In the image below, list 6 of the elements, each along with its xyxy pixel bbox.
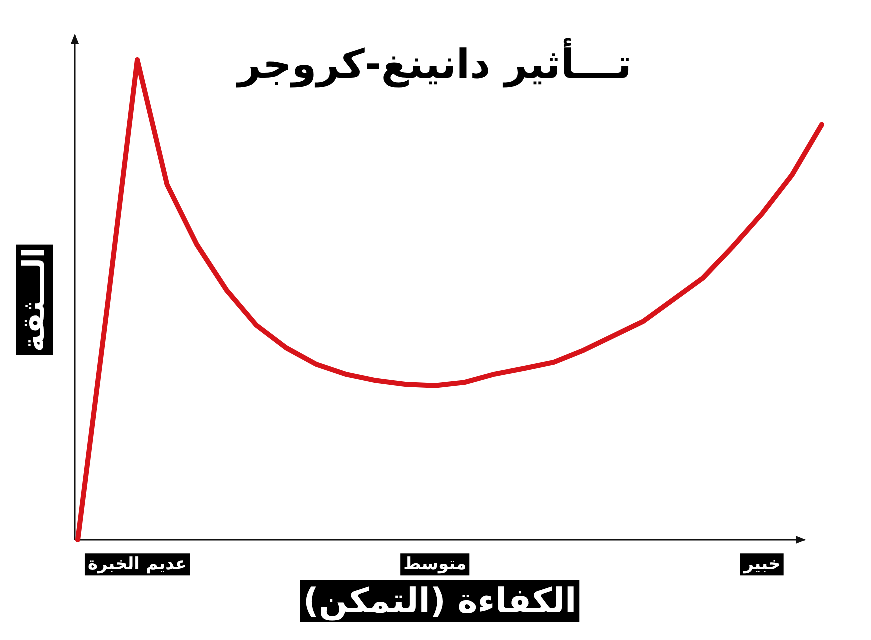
x-tick-label: متوسط [404,554,467,575]
x-axis-title: الكفاءة (التمكن) [303,581,577,622]
y-axis-title: الـــثقة [17,248,52,352]
chart-title: تـــأثير دانينغ-كروجر [236,38,632,88]
x-tick-label: خبير [743,554,781,575]
x-tick-label: عديم الخبرة [88,554,188,575]
